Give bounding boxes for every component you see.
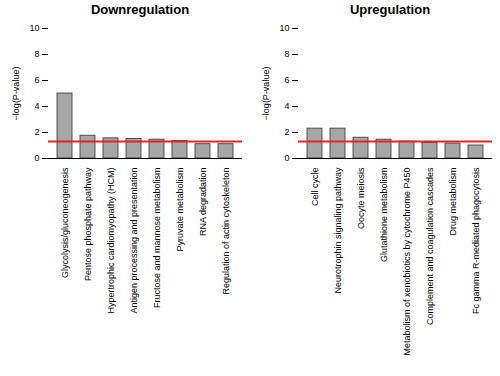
svg-text:Metabolism of xenobiotics by c: Metabolism of xenobiotics by cytochrome … xyxy=(402,168,412,356)
svg-text:−log(P-value): −log(P-value) xyxy=(11,67,21,121)
svg-text:Fructose and mannose metabolis: Fructose and mannose metabolism xyxy=(152,168,162,309)
svg-text:2: 2 xyxy=(34,127,39,137)
svg-text:0: 0 xyxy=(34,153,39,163)
html-text:Upregulation: Upregulation xyxy=(349,2,431,17)
svg-text:Neurotrophin signaling pathway: Neurotrophin signaling pathway xyxy=(333,167,343,294)
svg-text:Fc gamma R-mediated phagocytos: Fc gamma R-mediated phagocytosis xyxy=(471,167,481,314)
svg-text:10: 10 xyxy=(279,23,289,33)
svg-text:Regulation of actin cytoskelet: Regulation of actin cytoskeleton xyxy=(221,168,231,295)
svg-text:0: 0 xyxy=(284,153,289,163)
svg-text:Drug metabolism: Drug metabolism xyxy=(448,168,458,236)
svg-text:2: 2 xyxy=(284,127,289,137)
svg-text:Glutathione metabolism: Glutathione metabolism xyxy=(379,168,389,263)
svg-text:8: 8 xyxy=(284,49,289,59)
svg-text:Pyruvate metabolism: Pyruvate metabolism xyxy=(175,168,185,252)
html-text:Downregulation: Downregulation xyxy=(90,2,190,17)
svg-text:6: 6 xyxy=(284,75,289,85)
svg-text:Cell cycle: Cell cycle xyxy=(310,168,320,207)
svg-text:Antigen processing and present: Antigen processing and presentation xyxy=(129,168,139,314)
svg-text:Hypertrophic cardiomyopathy (H: Hypertrophic cardiomyopathy (HCM) xyxy=(106,168,116,314)
svg-text:10: 10 xyxy=(29,23,39,33)
svg-text:−log(P-value): −log(P-value) xyxy=(261,67,271,121)
svg-text:4: 4 xyxy=(34,101,39,111)
svg-text:8: 8 xyxy=(34,49,39,59)
svg-text:Pentose phosphate pathway: Pentose phosphate pathway xyxy=(83,167,93,281)
svg-text:Oocyte meiosis: Oocyte meiosis xyxy=(356,167,366,229)
svg-text:Complement and coagulation cas: Complement and coagulation cascades xyxy=(425,167,435,325)
svg-text:RNA degradation: RNA degradation xyxy=(198,168,208,237)
svg-text:4: 4 xyxy=(284,101,289,111)
svg-text:6: 6 xyxy=(34,75,39,85)
svg-text:Glycolysis/gluconeogenesis: Glycolysis/gluconeogenesis xyxy=(60,167,70,278)
